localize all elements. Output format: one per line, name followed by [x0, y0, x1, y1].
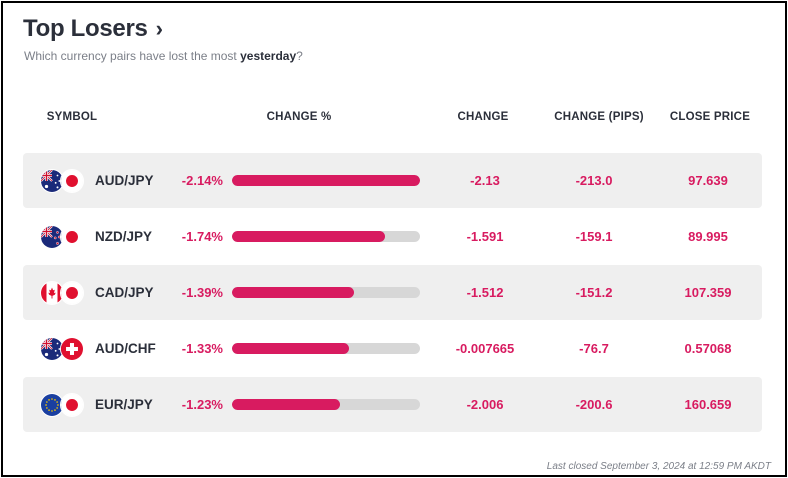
widget-title-link[interactable]: Top Losers ›: [23, 15, 163, 43]
widget-title: Top Losers: [23, 15, 148, 42]
column-header-change: CHANGE: [457, 111, 509, 123]
table-row[interactable]: AUD/CHF -1.33% -0.007665 -76.7 0.57068: [23, 321, 762, 376]
subtitle-emphasis: yesterday: [240, 49, 297, 63]
japan-flag-icon: [60, 169, 84, 193]
japan-flag-icon: [60, 393, 84, 417]
table-row[interactable]: EUR/JPY -1.23% -2.006 -200.6 160.659: [23, 377, 762, 432]
japan-flag-icon: [60, 281, 84, 305]
change-value: -1.512: [466, 285, 504, 300]
change-bar: [232, 399, 420, 410]
currency-flags: [40, 281, 86, 305]
currency-flags: [40, 169, 86, 193]
change-pct-value: -1.33%: [181, 341, 223, 356]
australia-flag-icon: [40, 337, 64, 361]
column-header-close-price: CLOSE PRICE: [669, 111, 751, 123]
subtitle-prefix: Which currency pairs have lost the most: [24, 49, 241, 63]
table-row[interactable]: AUD/JPY -2.14% -2.13 -213.0 97.639: [23, 153, 762, 208]
change-value: -2.13: [470, 173, 500, 188]
currency-flags: [40, 393, 86, 417]
change-pips-value: -200.6: [575, 397, 613, 412]
change-bar-fill: [232, 175, 420, 186]
symbol-link[interactable]: NZD/JPY: [95, 229, 153, 244]
change-pct-value: -2.14%: [181, 173, 223, 188]
change-pct-value: -1.74%: [181, 229, 223, 244]
widget-subtitle: Which currency pairs have lost the most …: [24, 49, 303, 63]
column-header-change-pips: CHANGE (PIPS): [554, 111, 644, 123]
change-pips-value: -76.7: [579, 341, 609, 356]
symbol-link[interactable]: AUD/CHF: [95, 341, 156, 356]
change-bar: [232, 287, 420, 298]
change-pips-value: -159.1: [575, 229, 613, 244]
close-price-value: 160.659: [684, 397, 732, 412]
switzerland-flag-icon: [60, 337, 84, 361]
close-price-value: 89.995: [688, 229, 728, 244]
currency-flags: [40, 337, 86, 361]
change-value: -2.006: [466, 397, 504, 412]
chevron-right-icon: ›: [155, 16, 163, 41]
symbol-link[interactable]: CAD/JPY: [95, 285, 154, 300]
symbol-link[interactable]: EUR/JPY: [95, 397, 153, 412]
close-price-value: 0.57068: [684, 341, 732, 356]
table-row[interactable]: NZD/JPY -1.74% -1.591 -159.1 89.995: [23, 209, 762, 264]
column-header-change-pct: CHANGE %: [266, 111, 332, 123]
change-pct-value: -1.23%: [181, 397, 223, 412]
close-price-value: 97.639: [688, 173, 728, 188]
change-bar-fill: [232, 399, 341, 410]
table-row[interactable]: CAD/JPY -1.39% -1.512 -151.2 107.359: [23, 265, 762, 320]
change-pct-value: -1.39%: [181, 285, 223, 300]
change-bar-fill: [232, 231, 385, 242]
change-bar: [232, 231, 420, 242]
change-pips-value: -213.0: [575, 173, 613, 188]
subtitle-suffix: ?: [296, 49, 303, 63]
change-pips-value: -151.2: [575, 285, 613, 300]
australia-flag-icon: [40, 169, 64, 193]
column-header-symbol: SYMBOL: [46, 111, 98, 123]
change-bar: [232, 175, 420, 186]
eu-flag-icon: [40, 393, 64, 417]
change-value: -0.007665: [455, 341, 515, 356]
new-zealand-flag-icon: [40, 225, 64, 249]
symbol-link[interactable]: AUD/JPY: [95, 173, 154, 188]
close-price-value: 107.359: [684, 285, 732, 300]
change-bar: [232, 343, 420, 354]
japan-flag-icon: [60, 225, 84, 249]
change-bar-fill: [232, 343, 349, 354]
currency-flags: [40, 225, 86, 249]
change-bar-fill: [232, 287, 355, 298]
change-value: -1.591: [466, 229, 504, 244]
last-closed-note: Last closed September 3, 2024 at 12:59 P…: [546, 461, 771, 472]
